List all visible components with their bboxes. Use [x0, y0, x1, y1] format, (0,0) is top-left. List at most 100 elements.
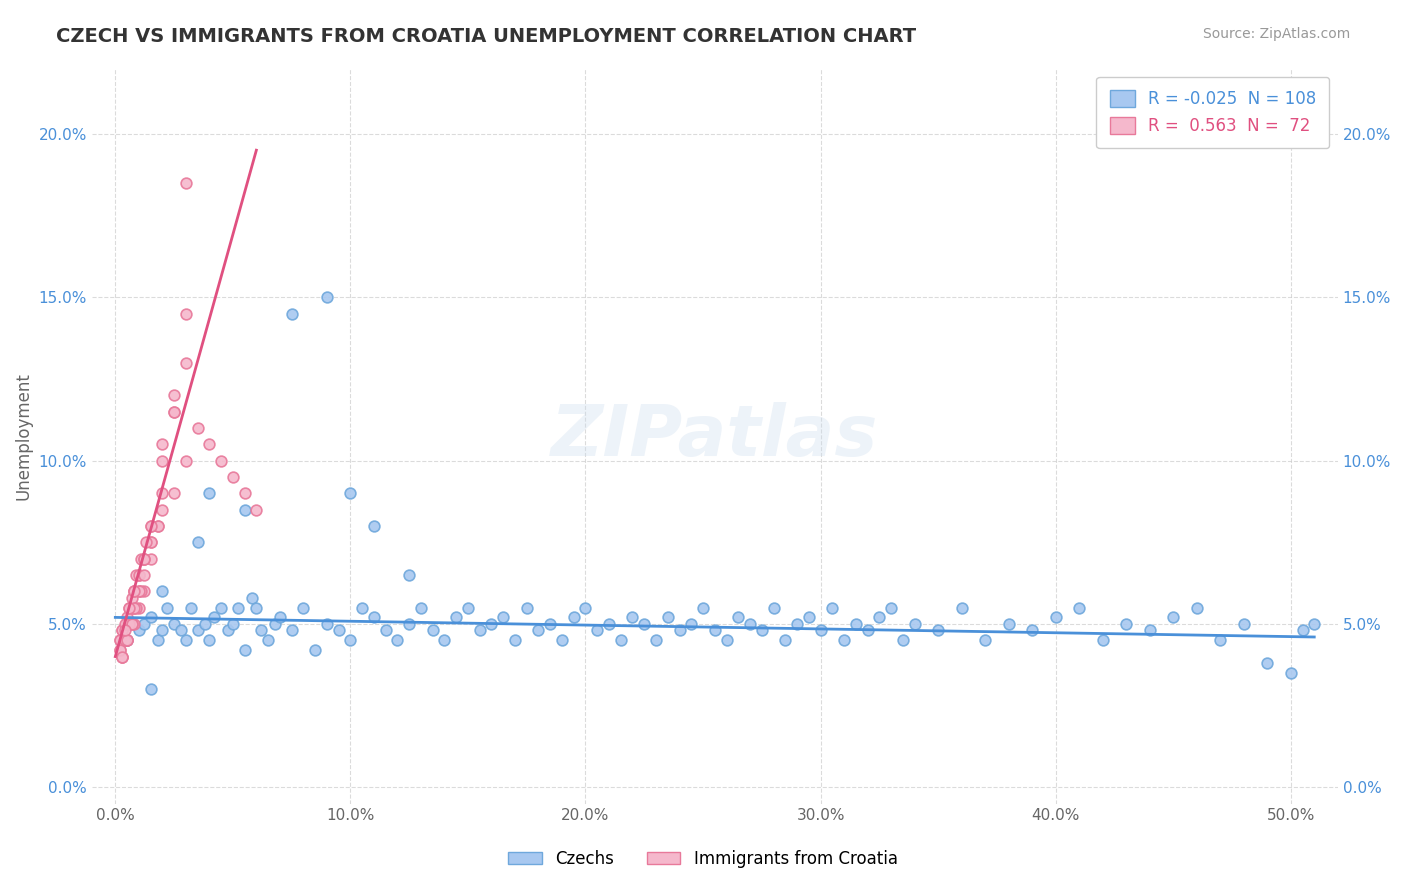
Point	[150, 584, 173, 599]
Point	[115, 610, 138, 624]
Point	[111, 649, 134, 664]
Point	[122, 584, 145, 599]
Point	[108, 643, 131, 657]
Point	[409, 600, 432, 615]
Point	[209, 600, 232, 615]
Point	[209, 453, 232, 467]
Point	[821, 600, 844, 615]
Point	[339, 486, 361, 500]
Point	[222, 470, 245, 484]
Point	[457, 600, 479, 615]
Point	[250, 624, 273, 638]
Point	[135, 535, 157, 549]
Point	[503, 633, 526, 648]
Point	[226, 600, 249, 615]
Point	[1256, 656, 1278, 670]
Point	[716, 633, 738, 648]
Point	[115, 633, 138, 648]
Point	[810, 624, 832, 638]
Point	[115, 633, 138, 648]
Point	[527, 624, 550, 638]
Point	[150, 486, 173, 500]
Point	[433, 633, 456, 648]
Point	[703, 624, 725, 638]
Point	[586, 624, 609, 638]
Point	[125, 600, 148, 615]
Point	[174, 453, 197, 467]
Point	[363, 519, 385, 533]
Point	[108, 633, 131, 648]
Point	[163, 388, 186, 402]
Point	[115, 633, 138, 648]
Point	[657, 610, 679, 624]
Point	[132, 568, 155, 582]
Text: CZECH VS IMMIGRANTS FROM CROATIA UNEMPLOYMENT CORRELATION CHART: CZECH VS IMMIGRANTS FROM CROATIA UNEMPLO…	[56, 27, 917, 45]
Point	[538, 616, 561, 631]
Point	[304, 643, 326, 657]
Point	[668, 624, 690, 638]
Point	[122, 600, 145, 615]
Point	[180, 600, 202, 615]
Point	[122, 600, 145, 615]
Point	[645, 633, 668, 648]
Point	[128, 568, 150, 582]
Point	[738, 616, 761, 631]
Point	[633, 616, 655, 631]
Point	[128, 568, 150, 582]
Point	[845, 616, 868, 631]
Point	[444, 610, 467, 624]
Point	[111, 624, 134, 638]
Point	[257, 633, 280, 648]
Point	[132, 551, 155, 566]
Point	[122, 584, 145, 599]
Point	[163, 486, 186, 500]
Point	[111, 649, 134, 664]
Point	[122, 616, 145, 631]
Point	[139, 519, 162, 533]
Point	[264, 616, 287, 631]
Point	[129, 584, 152, 599]
Point	[468, 624, 491, 638]
Point	[163, 404, 186, 418]
Point	[150, 502, 173, 516]
Point	[139, 610, 162, 624]
Point	[128, 584, 150, 599]
Point	[114, 616, 136, 631]
Point	[108, 633, 131, 648]
Point	[240, 591, 263, 605]
Point	[387, 633, 409, 648]
Point	[115, 633, 138, 648]
Point	[115, 616, 138, 631]
Point	[121, 616, 143, 631]
Point	[492, 610, 515, 624]
Point	[198, 486, 221, 500]
Point	[222, 616, 245, 631]
Point	[891, 633, 914, 648]
Point	[374, 624, 396, 638]
Point	[122, 584, 145, 599]
Point	[292, 600, 315, 615]
Point	[609, 633, 631, 648]
Point	[128, 600, 150, 615]
Point	[797, 610, 820, 624]
Point	[315, 616, 337, 631]
Text: ZIPatlas: ZIPatlas	[551, 401, 879, 471]
Point	[118, 600, 141, 615]
Point	[146, 633, 169, 648]
Point	[187, 624, 209, 638]
Point	[352, 600, 374, 615]
Point	[198, 633, 221, 648]
Point	[163, 616, 186, 631]
Point	[174, 355, 197, 369]
Point	[132, 551, 155, 566]
Point	[280, 624, 302, 638]
Point	[139, 535, 162, 549]
Point	[398, 568, 420, 582]
Point	[132, 551, 155, 566]
Point	[150, 437, 173, 451]
Point	[339, 633, 361, 648]
Point	[551, 633, 574, 648]
Point	[1021, 624, 1043, 638]
Point	[751, 624, 773, 638]
Point	[1233, 616, 1256, 631]
